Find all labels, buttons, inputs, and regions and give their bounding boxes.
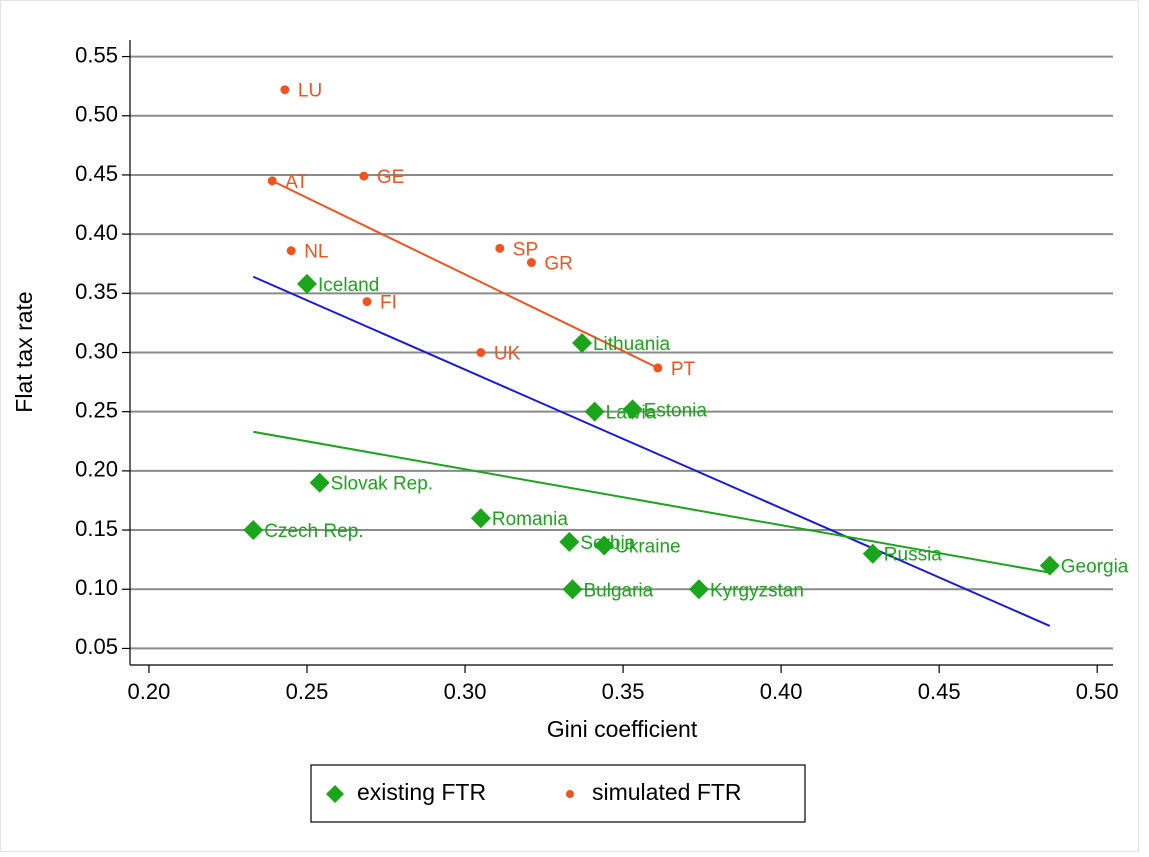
fit-line <box>253 430 1050 574</box>
x-tick-label: 0.40 <box>760 679 803 704</box>
point <box>862 543 883 564</box>
y-tick-label: 0.55 <box>75 42 118 67</box>
point-label: UK <box>494 344 521 365</box>
y-tick-label: 0.35 <box>75 279 118 304</box>
y-tick-label: 0.20 <box>75 457 118 482</box>
point-label: Slovak Rep. <box>331 474 433 495</box>
point <box>622 399 643 420</box>
point <box>267 176 277 186</box>
x-tick-label: 0.35 <box>602 679 645 704</box>
legend-label: existing FTR <box>357 779 486 805</box>
point-label: NL <box>304 242 328 263</box>
legend-marker <box>326 785 344 803</box>
y-tick-label: 0.05 <box>75 634 118 659</box>
point <box>243 520 264 541</box>
point-label: LU <box>298 81 322 102</box>
point-label: Georgia <box>1061 557 1129 578</box>
point-label: Estonia <box>644 400 708 421</box>
x-tick-label: 0.25 <box>286 679 329 704</box>
point-label: GE <box>377 167 404 188</box>
point <box>594 535 615 556</box>
fit-line <box>271 179 659 369</box>
x-tick-label: 0.20 <box>128 679 171 704</box>
point <box>476 348 486 357</box>
point-label: Iceland <box>318 275 379 296</box>
legend-label: simulated FTR <box>592 779 742 805</box>
point <box>359 171 369 181</box>
legend <box>310 764 806 823</box>
point <box>362 297 372 307</box>
point-label: AT <box>285 172 308 193</box>
point-label: Czech Rep. <box>264 521 363 542</box>
point-label: FI <box>380 293 397 314</box>
point-label: Romania <box>492 509 568 530</box>
point <box>470 508 491 529</box>
y-tick-label: 0.25 <box>75 397 118 422</box>
y-tick-label: 0.50 <box>75 102 118 127</box>
point-label: Ukraine <box>615 536 680 557</box>
y-tick-label: 0.10 <box>75 575 118 600</box>
point <box>280 85 290 95</box>
fit-line <box>252 275 1051 627</box>
point-label: PT <box>671 359 696 380</box>
point-label: SP <box>513 239 538 260</box>
point <box>526 258 536 268</box>
point <box>584 401 605 422</box>
y-tick-label: 0.15 <box>75 516 118 541</box>
y-tick-label: 0.30 <box>75 338 118 363</box>
point <box>559 531 580 552</box>
x-tick-label: 0.45 <box>918 679 961 704</box>
point <box>562 579 583 600</box>
point <box>1039 555 1060 576</box>
point <box>495 243 505 253</box>
y-axis-title: Flat tax rate <box>11 291 37 412</box>
x-axis-title: Gini coefficient <box>547 716 698 742</box>
point-label: Russia <box>884 545 943 566</box>
point <box>297 273 318 294</box>
point <box>653 363 663 373</box>
y-tick-label: 0.45 <box>75 161 118 186</box>
y-tick-label: 0.40 <box>75 220 118 245</box>
point <box>688 579 709 600</box>
point-label: Bulgaria <box>584 580 654 601</box>
point-label: GR <box>544 254 573 275</box>
point <box>286 246 296 256</box>
point-label: Lithuania <box>593 334 671 355</box>
legend-marker <box>566 790 574 798</box>
point-label: Kyrgyzstan <box>710 580 804 601</box>
x-tick-label: 0.50 <box>1076 679 1119 704</box>
x-tick-label: 0.30 <box>444 679 487 704</box>
point <box>309 472 330 493</box>
point <box>571 333 592 354</box>
